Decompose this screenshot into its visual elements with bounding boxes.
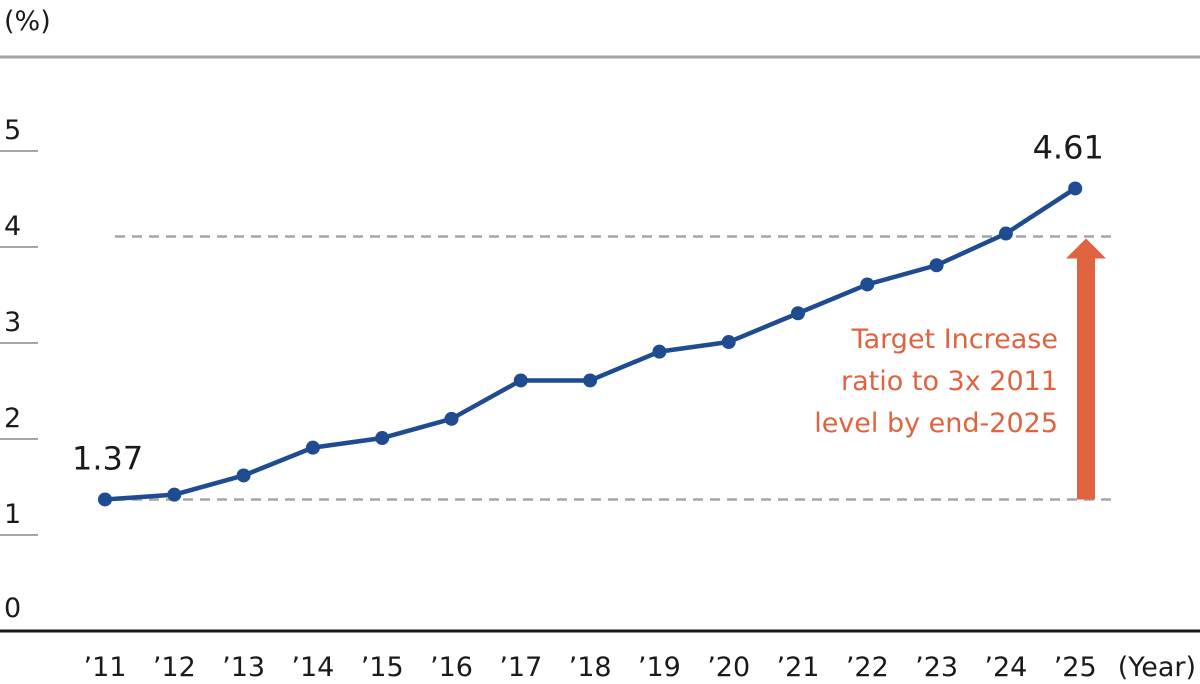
x-tick-label: ’23: [915, 652, 958, 683]
data-point: [721, 335, 736, 350]
y-tick-label: 4: [4, 211, 21, 242]
x-tick-label: ’16: [430, 652, 473, 683]
reference-lines-layer: [115, 235, 1115, 501]
x-tick-label: ’18: [569, 652, 612, 683]
data-point: [583, 373, 598, 388]
x-tick-label: ’11: [84, 652, 127, 683]
data-point: [860, 277, 875, 292]
data-point: [444, 411, 459, 426]
data-label: 4.61: [1033, 128, 1104, 166]
data-point: [791, 306, 805, 321]
labels-layer: 1.37 4.61: [72, 128, 1104, 477]
y-tick-label: 5: [4, 115, 21, 146]
annotation-layer: Target Increase ratio to 3x 2011 level by …: [814, 238, 1106, 500]
data-point: [1068, 181, 1083, 196]
x-tick-label: ’12: [153, 652, 196, 683]
x-tick-label: ’25: [1054, 652, 1097, 683]
x-tick-label: ’20: [707, 652, 750, 683]
x-tick-label: ’21: [777, 652, 820, 683]
x-axis-unit-label: (Year): [1118, 652, 1196, 683]
data-point: [513, 373, 528, 388]
annotation-text-line: ratio to 3x 2011: [841, 366, 1058, 397]
data-point: [98, 492, 112, 507]
data-point: [167, 487, 182, 502]
data-point: [929, 258, 944, 273]
x-tick-label: ’22: [846, 652, 889, 683]
data-point: [236, 468, 251, 483]
data-label: 1.37: [72, 439, 143, 477]
annotation-text-line: level by end-2025: [814, 408, 1058, 439]
x-tick-label: ’24: [984, 652, 1027, 683]
data-point: [652, 344, 667, 359]
x-tick-label: ’19: [638, 652, 681, 683]
target-arrow-head: [1066, 238, 1106, 259]
data-point: [305, 440, 320, 455]
y-axis-unit-label: (%): [4, 6, 51, 37]
series-layer: [98, 181, 1083, 507]
y-tick-label: 1: [4, 499, 21, 530]
axes-layer: (%) 0 1 2 3 4 5 ’11 ’12 ’13 ’14 ’15 ’16 ’17 ’18 ’19 ’20 ’…: [0, 6, 1200, 683]
y-tick-label: 3: [4, 307, 21, 338]
data-point: [998, 226, 1013, 241]
x-tick-label: ’17: [499, 652, 542, 683]
y-tick-label: 2: [4, 403, 21, 434]
annotation-text-line: Target Increase: [851, 324, 1058, 355]
x-tick-label: ’13: [222, 652, 265, 683]
x-tick-label: ’14: [291, 652, 334, 683]
x-tick-label: ’15: [361, 652, 404, 683]
y-tick-label: 0: [4, 593, 21, 624]
data-point: [375, 431, 390, 446]
target-arrow-shaft: [1077, 256, 1095, 500]
